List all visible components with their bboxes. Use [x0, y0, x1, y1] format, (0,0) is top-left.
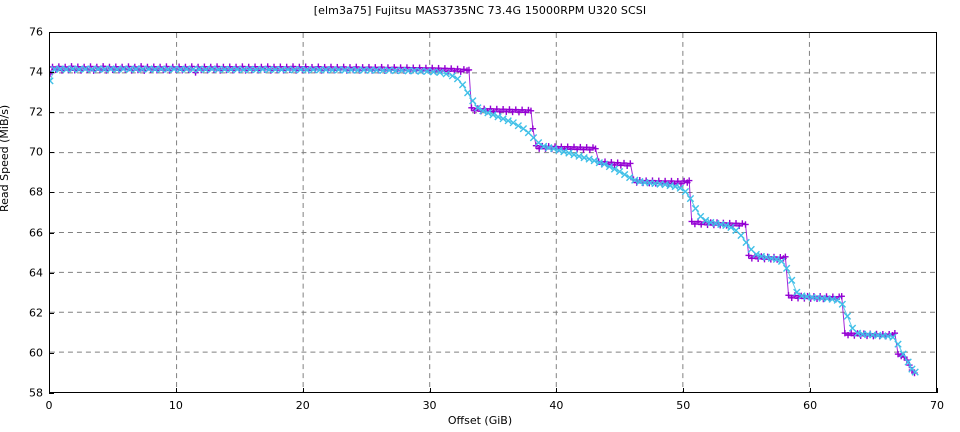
- x-tick-mark: [683, 388, 685, 393]
- y-tick-mark: [49, 232, 54, 234]
- chart-title: [elm3a75] Fujitsu MAS3735NC 73.4G 15000R…: [313, 4, 647, 17]
- x-tick-label: 40: [549, 399, 564, 412]
- y-tick-label: 72: [29, 105, 43, 119]
- x-tick-mark: [429, 388, 431, 393]
- x-tick-label: 70: [930, 399, 944, 412]
- x-tick-mark: [302, 388, 304, 393]
- y-tick-label: 68: [29, 185, 43, 199]
- x-tick-label: 20: [295, 399, 310, 412]
- y-tick-label: 62: [29, 306, 43, 320]
- x-tick-mark: [937, 388, 938, 393]
- x-tick-label: 60: [803, 399, 818, 412]
- y-tick-label: 70: [29, 145, 43, 159]
- y-tick-label: 64: [29, 266, 43, 280]
- x-tick-label: 50: [676, 399, 691, 412]
- x-axis-label: Offset (GiB): [447, 414, 513, 427]
- y-tick-mark: [49, 72, 54, 74]
- y-tick-mark: [49, 112, 54, 114]
- x-tick-mark: [175, 388, 177, 393]
- y-tick-mark: [49, 312, 54, 314]
- y-tick-mark: [49, 393, 54, 394]
- x-tick-label: 30: [422, 399, 437, 412]
- y-tick-label: 60: [29, 346, 43, 360]
- y-tick-label: 76: [29, 25, 43, 39]
- y-tick-mark: [49, 192, 54, 194]
- y-tick-label: 66: [29, 226, 43, 240]
- y-tick-mark: [49, 32, 54, 33]
- plot-area: [49, 32, 937, 393]
- y-tick-label: 74: [29, 65, 43, 79]
- y-tick-label: 58: [29, 386, 43, 400]
- x-tick-mark: [556, 388, 558, 393]
- x-tick-label: 10: [168, 399, 183, 412]
- x-tick-mark: [49, 388, 50, 393]
- y-tick-mark: [49, 272, 54, 274]
- y-tick-mark: [49, 152, 54, 154]
- data-markers: [50, 63, 919, 377]
- y-tick-mark: [49, 352, 54, 354]
- gridlines: [50, 33, 936, 392]
- x-tick-label: 0: [45, 399, 53, 412]
- x-tick-mark: [810, 388, 812, 393]
